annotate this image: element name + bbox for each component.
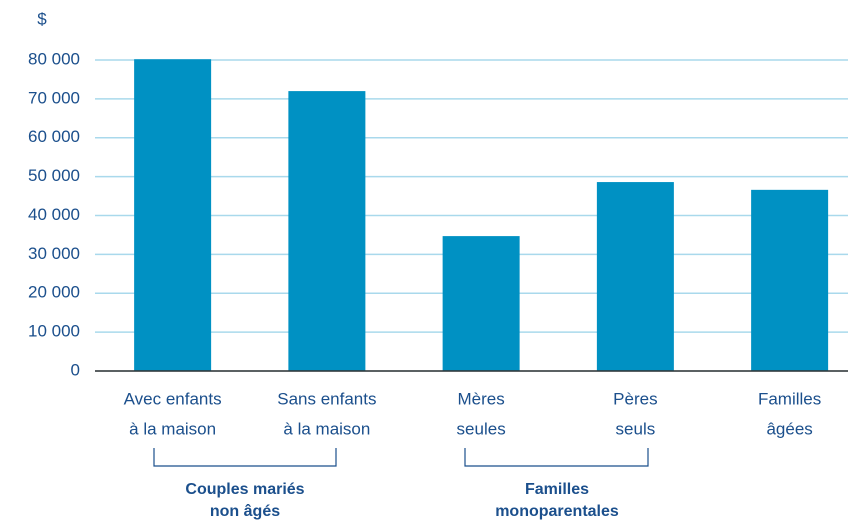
group-label: non âgés — [210, 503, 280, 520]
y-tick-label: 50 000 — [28, 166, 80, 185]
x-tick-label: à la maison — [129, 419, 216, 438]
bar — [596, 182, 674, 371]
y-tick-label: 30 000 — [28, 244, 80, 263]
y-tick-label: 0 — [71, 360, 80, 379]
bar — [751, 189, 829, 371]
x-tick-label: seuls — [616, 419, 656, 438]
x-tick-label: Familles — [758, 389, 821, 408]
y-tick-label: 70 000 — [28, 88, 80, 107]
x-tick-label: Avec enfants — [124, 389, 222, 408]
y-tick-label: 20 000 — [28, 283, 80, 302]
y-tick-label: 40 000 — [28, 205, 80, 224]
x-tick-label: seules — [457, 419, 506, 438]
y-tick-label: 80 000 — [28, 49, 80, 68]
x-tick-label: à la maison — [283, 419, 370, 438]
group-label: Couples mariés — [185, 481, 304, 498]
y-axis-label: $ — [37, 9, 47, 28]
group-label: Familles — [525, 481, 589, 498]
bar — [288, 91, 366, 371]
x-tick-label: Mères — [458, 389, 505, 408]
group-label: monoparentales — [495, 503, 619, 520]
x-tick-label: Sans enfants — [277, 389, 376, 408]
bar — [134, 59, 212, 371]
group-bracket — [464, 448, 649, 467]
x-tick-label: âgées — [766, 419, 812, 438]
x-tick-label: Pères — [613, 389, 657, 408]
group-bracket — [153, 448, 337, 467]
y-tick-label: 10 000 — [28, 322, 80, 341]
y-tick-label: 60 000 — [28, 127, 80, 146]
bar — [442, 236, 520, 371]
